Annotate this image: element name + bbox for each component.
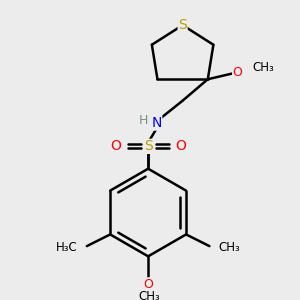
Text: CH₃: CH₃ bbox=[253, 61, 274, 74]
Text: S: S bbox=[178, 18, 187, 32]
Text: H₃C: H₃C bbox=[56, 242, 77, 254]
Text: O: O bbox=[143, 278, 153, 291]
Text: S: S bbox=[144, 139, 152, 153]
Text: H: H bbox=[139, 114, 148, 127]
Text: CH₃: CH₃ bbox=[219, 242, 241, 254]
Text: CH₃: CH₃ bbox=[138, 290, 160, 300]
Text: O: O bbox=[110, 139, 121, 153]
Text: O: O bbox=[233, 66, 243, 79]
Text: O: O bbox=[175, 139, 186, 153]
Text: N: N bbox=[151, 116, 162, 130]
